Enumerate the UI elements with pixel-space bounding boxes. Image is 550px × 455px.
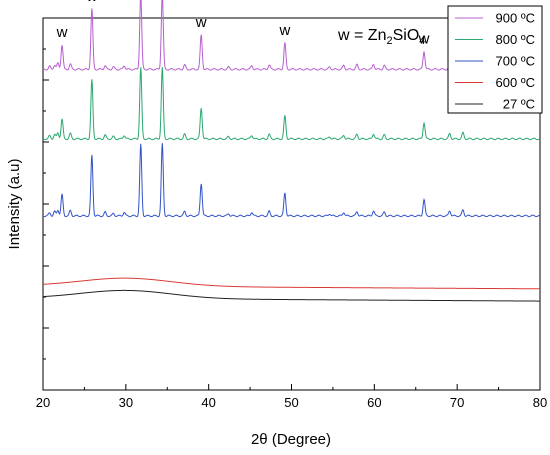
peak-label-w: w xyxy=(278,22,290,39)
legend-label-700c: 700 ºC xyxy=(496,54,535,69)
legend-label-27c: 27 ºC xyxy=(503,97,535,112)
x-axis-ticks: 20 30 40 50 60 70 80 xyxy=(36,384,547,410)
x-axis-title: 2θ (Degree) xyxy=(251,431,331,448)
x-tick-label-80: 80 xyxy=(533,395,547,410)
series-line-800c xyxy=(42,67,541,141)
y-axis-ticks xyxy=(43,17,49,391)
legend-label-800c: 800 ºC xyxy=(496,32,535,47)
peak-labels: wwwwwww xyxy=(56,0,430,47)
formula-mid: SiO xyxy=(393,27,420,44)
legend-label-600c: 600 ºC xyxy=(496,75,535,90)
formula-sub-1: 2 xyxy=(386,35,392,47)
series-line-600c xyxy=(42,277,541,290)
x-tick-label-20: 20 xyxy=(36,395,50,410)
x-tick-label-60: 60 xyxy=(367,395,381,410)
formula-prefix: w = Zn xyxy=(337,27,386,44)
x-tick-label-30: 30 xyxy=(119,395,133,410)
y-axis-title: Intensity (a.u) xyxy=(6,159,23,250)
series-line-27c xyxy=(42,289,540,302)
peak-label-w: w xyxy=(418,30,430,47)
formula-sub-2: 4 xyxy=(419,35,425,47)
x-tick-label-70: 70 xyxy=(450,395,464,410)
x-tick-label-50: 50 xyxy=(284,395,298,410)
peak-label-w: w xyxy=(85,0,97,5)
formula-annotation: w = Zn2SiO4 xyxy=(337,27,425,47)
peak-label-w: w xyxy=(56,24,68,41)
legend: 900 ºC 800 ºC 700 ºC 600 ºC 27 ºC xyxy=(447,5,543,114)
x-tick-label-40: 40 xyxy=(201,395,215,410)
legend-label-900c: 900 ºC xyxy=(496,11,535,26)
peak-label-w: w xyxy=(195,14,207,31)
legend-box xyxy=(447,5,543,114)
series-line-700c xyxy=(42,143,541,218)
